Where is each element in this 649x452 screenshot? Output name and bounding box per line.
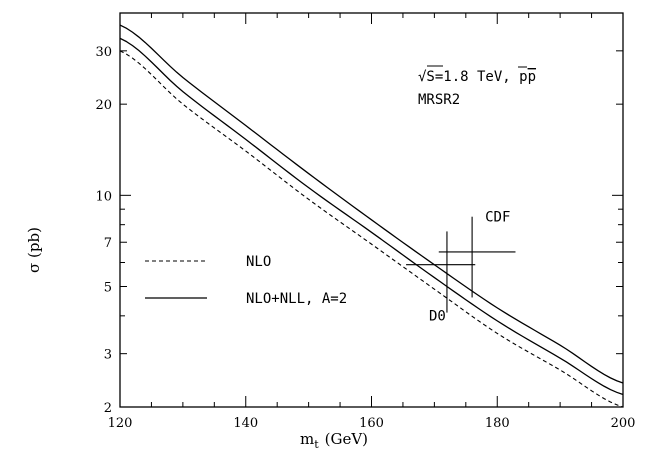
x-axis-title-main: m [300,430,314,448]
data-points: CDF D0 [406,210,516,325]
x-tick-label: 200 [611,416,636,431]
y-tick-label: 3 [104,348,112,363]
annotations: √S=1.8 TeV, pp MRSR2 [418,65,536,108]
y-axis-title: σ (pb) [25,227,43,273]
p-bar: p [528,69,536,85]
tick-labels: 120 140 160 180 200 2 3 5 7 10 20 30 [95,45,635,431]
y-tick-label: 20 [95,98,112,113]
curve-nlo-nll-lower [119,37,624,396]
y-tick-label: 7 [104,236,112,251]
energy-text: =1.8 TeV, p [435,69,528,85]
y-tick-label: 5 [104,280,112,295]
x-axis-title: mt (GeV) [300,430,368,451]
x-tick-label: 140 [233,416,258,431]
x-tick-label: 120 [108,416,133,431]
energy-annotation: √S=1.8 TeV, pp [418,69,536,85]
y-tick-label: 2 [104,401,112,416]
cdf-label: CDF [485,210,510,226]
pdf-annotation: MRSR2 [418,92,460,108]
y-tick-label: 30 [95,45,112,60]
d0-label: D0 [429,309,446,325]
x-axis-title-sub: t [314,438,319,451]
x-axis-title-unit: (GeV) [325,430,368,448]
legend-label-nlo: NLO [246,254,271,270]
curve-nlo [119,50,624,408]
x-tick-label: 180 [485,416,510,431]
axis-ticks [119,12,624,408]
x-tick-label: 160 [359,416,384,431]
legend: NLO NLO+NLL, A=2 [145,254,347,307]
plot-frame [119,12,624,408]
curve-nlo-nll-upper [119,24,624,384]
legend-label-nlo-nll: NLO+NLL, A=2 [246,291,347,307]
curves [119,24,624,408]
y-tick-label: 10 [95,189,112,204]
sqrt-s: √S [418,69,435,85]
